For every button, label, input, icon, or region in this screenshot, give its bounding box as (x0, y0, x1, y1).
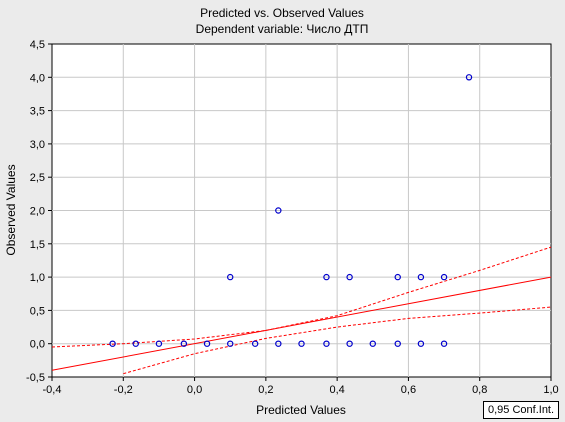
y-tick-label: 1,5 (30, 239, 45, 251)
y-tick-label: 4,5 (30, 39, 45, 51)
x-tick-label: 0,2 (258, 384, 273, 396)
fit-line (51, 276, 552, 371)
x-tick-label: -0,2 (114, 384, 133, 396)
y-axis-title: Observed Values (4, 164, 18, 255)
x-tick-label: 1,0 (543, 384, 558, 396)
y-tick-label: 2,5 (30, 172, 45, 184)
y-tick-label: 0,0 (30, 339, 45, 351)
data-point (440, 273, 448, 281)
data-point (132, 340, 139, 347)
conf-lower-line (123, 306, 552, 375)
data-point (323, 273, 330, 281)
data-point (440, 340, 448, 347)
points-layer (109, 74, 473, 347)
ticks-layer: -0,4 -0,2 0,0 0,2 0,4 0,6 0,8 1,0 -0,5 0,0 0,5 1,0 1… (26, 39, 559, 396)
x-axis-title: Predicted Values (256, 403, 346, 417)
x-tick-label: 0,6 (401, 384, 416, 396)
y-tick-label: 0,5 (30, 305, 45, 317)
data-point (417, 340, 425, 347)
data-point (346, 273, 353, 281)
data-point (346, 340, 353, 347)
x-tick-label: -0,4 (43, 384, 62, 396)
y-tick-label: 3,5 (30, 106, 45, 118)
x-tick-label: 0,4 (329, 384, 344, 396)
data-point (155, 340, 163, 347)
data-point (275, 207, 282, 214)
y-tick-label: -0,5 (26, 372, 45, 384)
data-point (465, 74, 473, 81)
conf-upper-line (51, 246, 552, 348)
data-point (227, 340, 234, 347)
fit-line-layer (51, 276, 552, 371)
data-point (180, 340, 188, 347)
data-point (275, 340, 282, 347)
data-point (369, 340, 376, 347)
y-tick-label: 2,0 (30, 206, 45, 218)
data-point (109, 340, 116, 347)
data-point (251, 340, 259, 347)
legend-conf-int: 0,95 Conf.Int. (483, 401, 560, 419)
data-point (394, 273, 401, 281)
confidence-band-layer (51, 246, 552, 375)
chart-subtitle: Dependent variable: Число ДТП (196, 22, 369, 36)
data-point (203, 340, 211, 347)
data-point (227, 273, 234, 281)
y-tick-label: 3,0 (30, 139, 45, 151)
y-tick-label: 1,0 (30, 272, 45, 284)
data-point (417, 273, 425, 281)
data-point (394, 340, 401, 347)
y-tick-label: 4,0 (30, 72, 45, 84)
x-tick-label: 0,8 (472, 384, 487, 396)
data-point (323, 340, 330, 347)
chart-title: Predicted vs. Observed Values (200, 6, 364, 20)
data-point (298, 340, 305, 347)
grid-layer (52, 44, 551, 377)
x-tick-label: 0,0 (187, 384, 202, 396)
